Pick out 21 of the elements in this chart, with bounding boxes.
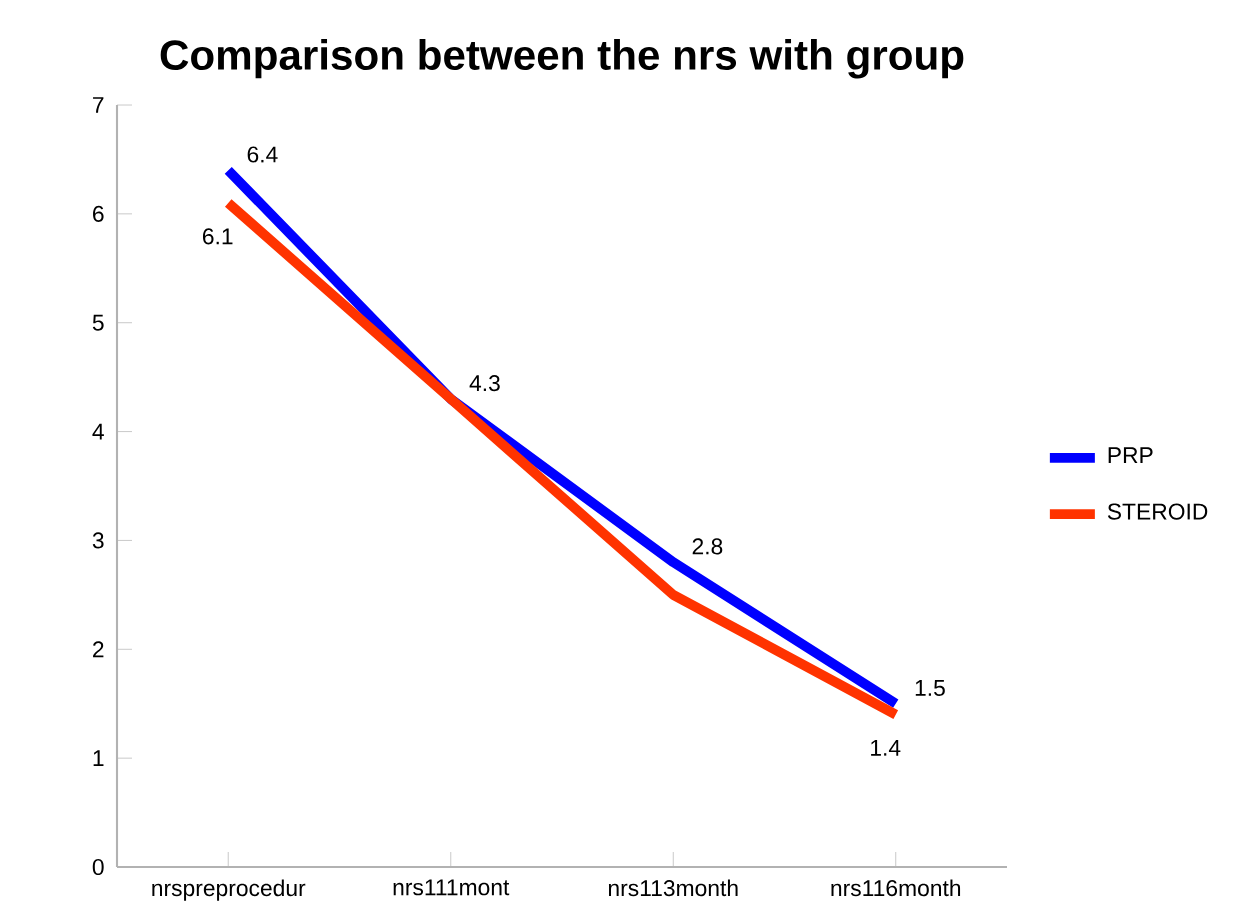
x-tick-label: nrs116month	[831, 879, 961, 897]
x-tick-label: nrspreprocedur	[152, 879, 306, 901]
data-label: 1.5	[915, 680, 945, 696]
y-tick-label: 1	[93, 750, 104, 767]
y-tick-label: 5	[92, 314, 104, 331]
x-tick-label: nrs111mont	[393, 879, 510, 896]
data-label: 1.4	[871, 739, 901, 756]
data-label: 2.8	[692, 538, 723, 555]
x-tick-label: nrs113month	[608, 879, 738, 897]
data-label: 4.3	[469, 375, 500, 392]
y-tick-label: 6	[93, 205, 104, 222]
legend-label: PRP	[1108, 447, 1153, 464]
y-tick-label: 3	[92, 532, 104, 549]
chart-title: Comparison between the nrs with group	[160, 39, 964, 79]
y-tick-label: 2	[93, 641, 104, 658]
y-tick-label: 4	[92, 423, 104, 440]
data-label: 6.4	[247, 146, 278, 163]
legend-label: STEROID	[1107, 503, 1208, 520]
y-tick-label: 7	[93, 97, 104, 113]
y-tick-label: 0	[92, 858, 104, 876]
data-label: 6.1	[202, 228, 233, 245]
